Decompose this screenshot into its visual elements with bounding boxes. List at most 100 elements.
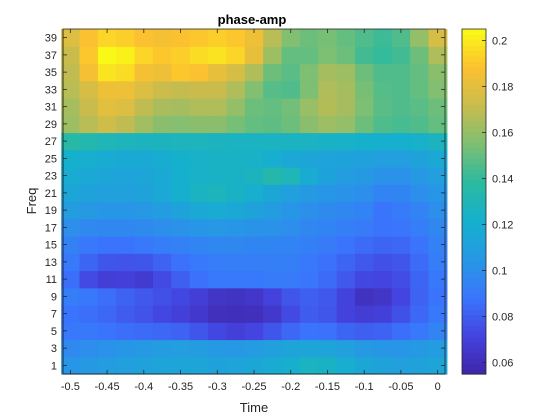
heatmap-cell <box>208 322 227 340</box>
heatmap-cell <box>208 133 227 151</box>
heatmap-cell <box>208 167 227 185</box>
heatmap-cell <box>282 202 301 220</box>
heatmap-cell <box>355 305 374 323</box>
heatmap-cell <box>263 219 282 237</box>
heatmap-cell <box>410 98 429 116</box>
heatmap-cell <box>300 133 319 151</box>
heatmap-cell <box>355 184 374 202</box>
heatmap-cell <box>226 150 245 168</box>
heatmap-cell <box>116 81 135 99</box>
heatmap-cell <box>208 64 227 82</box>
heatmap-cell <box>98 150 117 168</box>
heatmap-cell <box>282 64 301 82</box>
heatmap-cell <box>153 167 172 185</box>
heatmap-cell <box>373 288 392 306</box>
heatmap-cell <box>263 46 282 64</box>
heatmap-cell <box>153 46 172 64</box>
heatmap-cell <box>410 340 429 358</box>
heatmap-cell <box>318 253 337 271</box>
heatmap-cell <box>135 184 154 202</box>
heatmap-cell <box>98 253 117 271</box>
heatmap-cell <box>226 322 245 340</box>
heatmap-cell <box>80 202 99 220</box>
heatmap-cell <box>263 288 282 306</box>
heatmap-cell <box>153 184 172 202</box>
heatmap-cell <box>208 271 227 289</box>
colorbar-tick-label: 0.06 <box>492 358 513 370</box>
heatmap-cell <box>135 288 154 306</box>
heatmap-cell <box>226 305 245 323</box>
heatmap-cell <box>263 98 282 116</box>
heatmap-cell <box>171 305 190 323</box>
heatmap-cell <box>410 133 429 151</box>
heatmap-cell <box>337 219 356 237</box>
heatmap-cell <box>392 305 411 323</box>
heatmap-cell <box>135 305 154 323</box>
heatmap-cell <box>300 288 319 306</box>
heatmap-cell <box>153 150 172 168</box>
heatmap-cell <box>392 253 411 271</box>
colorbar-segment <box>462 272 486 278</box>
heatmap-cell <box>80 150 99 168</box>
y-tick-label: 15 <box>45 240 57 252</box>
heatmap-cell <box>263 150 282 168</box>
heatmap-cell <box>135 115 154 133</box>
heatmap-cell <box>300 236 319 254</box>
heatmap-cell <box>135 322 154 340</box>
heatmap-cell <box>373 81 392 99</box>
heatmap-cell <box>263 236 282 254</box>
heatmap-cell <box>116 340 135 358</box>
colorbar-segment <box>462 196 486 202</box>
heatmap-cell <box>300 115 319 133</box>
heatmap-cell <box>171 271 190 289</box>
heatmap-cell <box>300 150 319 168</box>
colorbar-segment <box>462 61 486 67</box>
heatmap-cell <box>80 167 99 185</box>
heatmap-cell <box>373 64 392 82</box>
heatmap-cell <box>263 81 282 99</box>
heatmap-cell <box>282 133 301 151</box>
heatmap-cell <box>171 322 190 340</box>
heatmap-cell <box>392 150 411 168</box>
heatmap-cell <box>373 98 392 116</box>
heatmap-cell <box>263 29 282 47</box>
heatmap-cell <box>282 322 301 340</box>
heatmap-cell <box>226 133 245 151</box>
colorbar-segment <box>462 336 486 342</box>
colorbar-segment <box>462 342 486 348</box>
colorbar-segment <box>462 304 486 310</box>
heatmap-cell <box>245 184 264 202</box>
heatmap-cell <box>373 29 392 47</box>
heatmap-cell <box>153 271 172 289</box>
heatmap-cell <box>208 202 227 220</box>
colorbar-tick-label: 0.14 <box>492 174 513 186</box>
heatmap-cell <box>98 64 117 82</box>
heatmap-cell <box>226 29 245 47</box>
heatmap-cell <box>282 150 301 168</box>
colorbar-tick-label: 0.2 <box>492 36 507 48</box>
heatmap-cell <box>116 184 135 202</box>
heatmap-cell <box>116 253 135 271</box>
heatmap-cell <box>190 288 209 306</box>
heatmap-cell <box>245 219 264 237</box>
heatmap-cell <box>373 133 392 151</box>
heatmap-cell <box>410 150 429 168</box>
heatmap-cell <box>98 46 117 64</box>
heatmap-cell <box>116 133 135 151</box>
heatmap-cell <box>355 167 374 185</box>
heatmap-cell <box>226 202 245 220</box>
heatmap-cell <box>226 81 245 99</box>
heatmap-cell <box>282 184 301 202</box>
heatmap-cell <box>318 340 337 358</box>
heatmap-cell <box>190 253 209 271</box>
heatmap-cell <box>171 150 190 168</box>
heatmap-cell <box>245 236 264 254</box>
colorbar-segment <box>462 121 486 127</box>
heatmap-cell <box>355 271 374 289</box>
heatmap-cell <box>153 322 172 340</box>
heatmap-cell <box>373 271 392 289</box>
heatmap-cell <box>392 184 411 202</box>
heatmap-cell <box>208 46 227 64</box>
y-tick-label: 19 <box>45 205 57 217</box>
heatmap-cell <box>318 64 337 82</box>
